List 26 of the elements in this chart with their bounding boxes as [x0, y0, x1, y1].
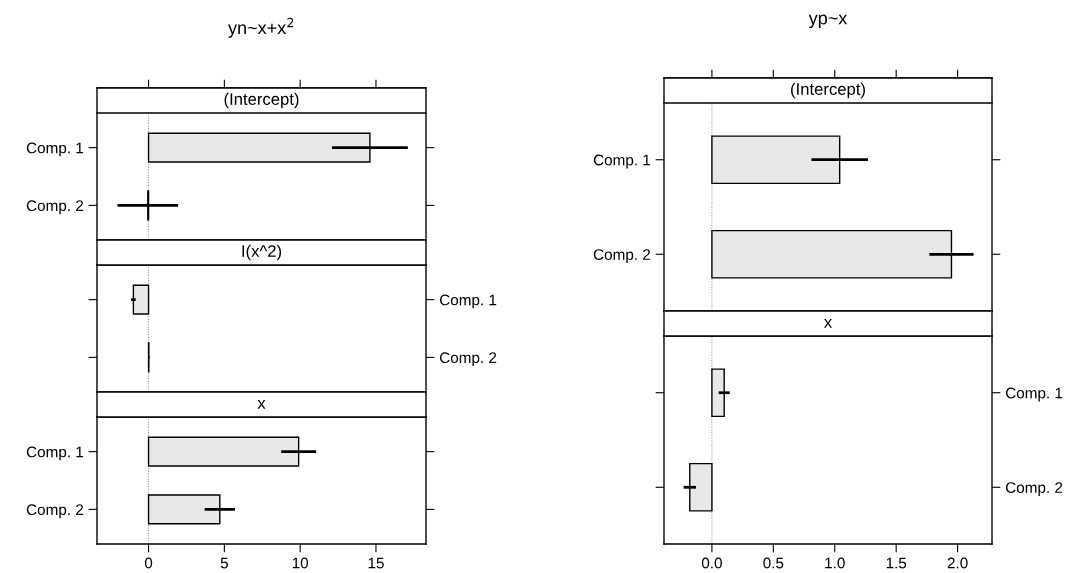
y-tick-label: Comp. 1 [593, 154, 651, 169]
chart-subtitle: I(x^2) [242, 244, 282, 261]
x-tick-label: 0.0 [701, 557, 722, 569]
x-tick-label: 2.0 [947, 557, 968, 569]
y-tick-label: Comp. 2 [593, 249, 651, 263]
chart-subtitle: (Intercept) [791, 82, 865, 99]
y-tick-label: Comp. 1 [439, 294, 497, 309]
y-tick-label: Comp. 1 [1005, 387, 1063, 402]
y-tick-label: Comp. 2 [26, 200, 84, 215]
y-tick-label: Comp. 1 [26, 446, 84, 461]
x-tick-label: 1.0 [825, 557, 845, 569]
y-tick-label: Comp. 2 [26, 504, 84, 519]
y-tick-label: Comp. 2 [439, 352, 497, 367]
chart-subtitle: x [824, 319, 832, 328]
chart-subtitle: x [257, 400, 266, 409]
x-tick-label: 1.5 [886, 557, 907, 569]
chart-title: yn~x+x$^{2}$ [228, 17, 294, 38]
x-tick-label: 10 [292, 557, 309, 569]
x-tick-label: 15 [368, 557, 384, 569]
x-tick-label: 0.5 [763, 557, 784, 569]
x-tick-label: 0 [144, 557, 153, 569]
chart-title: yp~x [808, 14, 848, 28]
chart-subtitle: (Intercept) [224, 92, 299, 109]
x-tick-label: 5 [220, 557, 228, 569]
y-tick-label: Comp. 2 [1005, 482, 1063, 496]
y-tick-label: Comp. 1 [26, 142, 84, 157]
